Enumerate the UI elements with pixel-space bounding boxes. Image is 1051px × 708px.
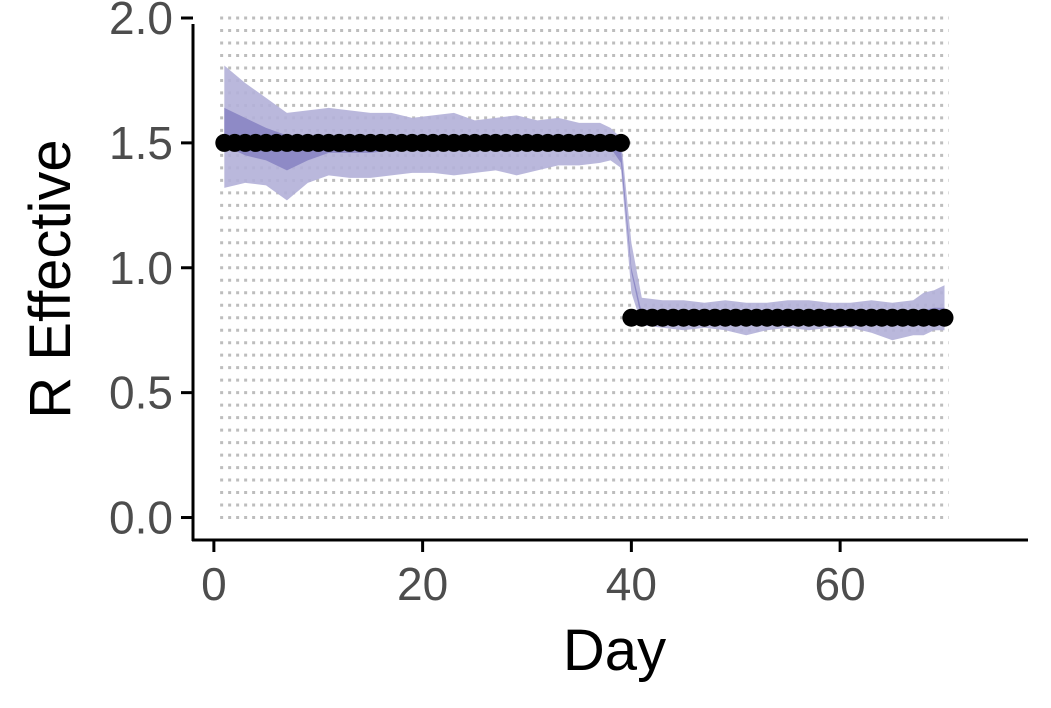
true-r-points — [215, 133, 954, 327]
data-point — [611, 133, 630, 152]
outer-credible-band — [224, 65, 945, 341]
x-tick-label: 60 — [815, 558, 866, 610]
y-tick-label: 1.0 — [109, 242, 173, 294]
y-axis-ticks: 0.0 0.5 1.0 1.5 2.0 — [109, 0, 193, 544]
x-tick-label: 20 — [397, 558, 448, 610]
credible-bands — [224, 65, 945, 341]
x-axis-title: Day — [563, 618, 666, 683]
y-tick-label: 2.0 — [109, 0, 173, 44]
y-tick-label: 0.5 — [109, 367, 173, 419]
y-tick-label: 1.5 — [109, 117, 173, 169]
y-axis-title: R Effective — [18, 139, 83, 418]
x-tick-label: 0 — [201, 558, 227, 610]
y-tick-label: 0.0 — [109, 492, 173, 544]
grid — [220, 16, 949, 520]
data-point — [935, 308, 954, 327]
x-axis-ticks: 0 20 40 60 — [201, 540, 866, 610]
x-tick-label: 40 — [606, 558, 657, 610]
